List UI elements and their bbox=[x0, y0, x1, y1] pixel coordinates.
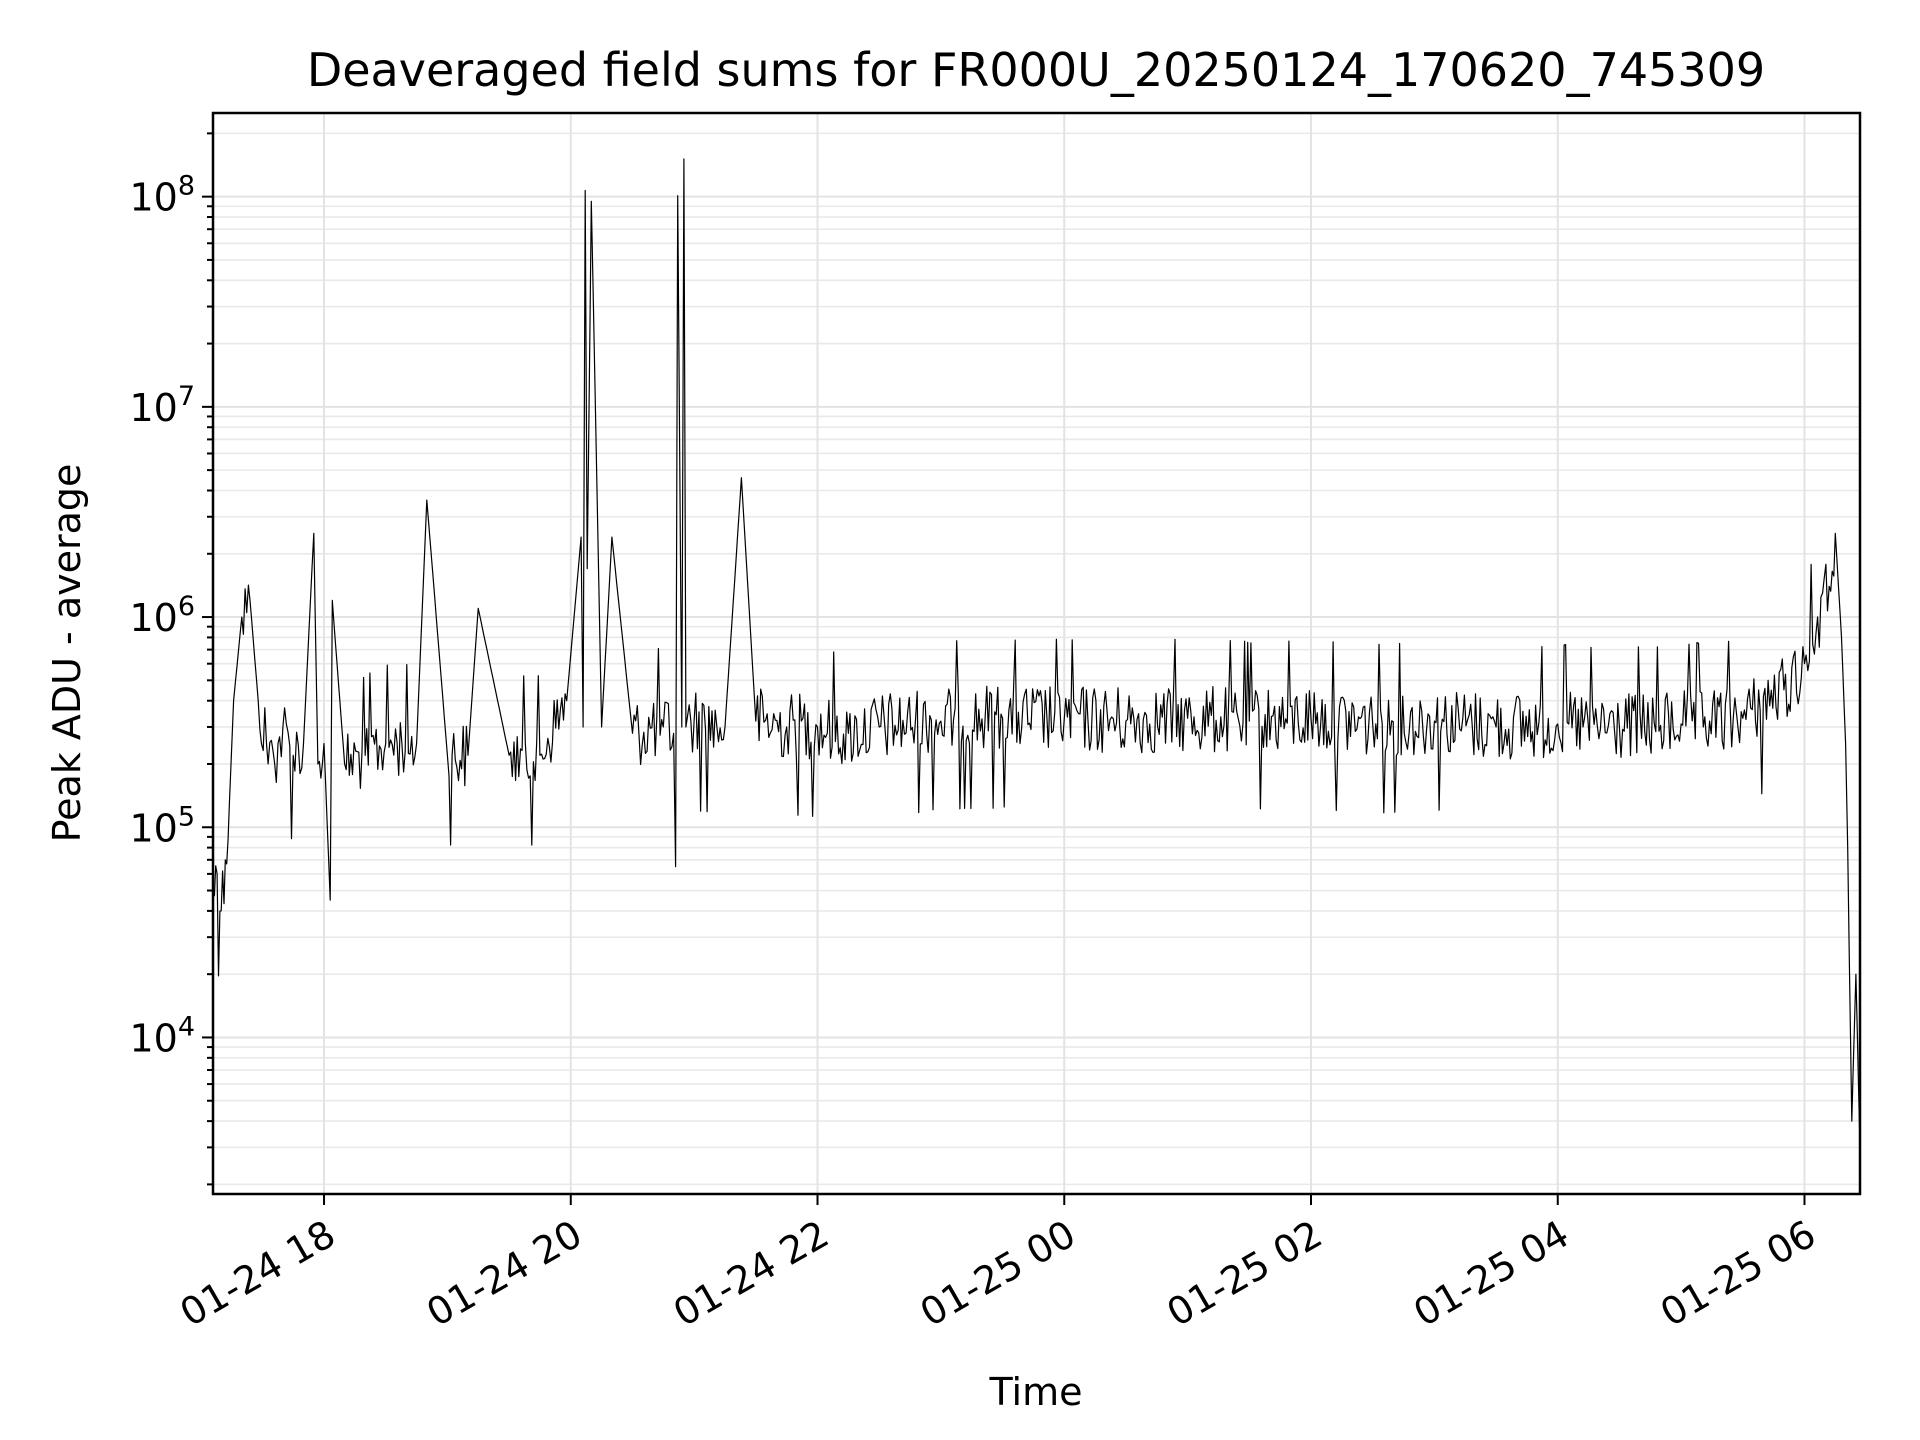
minor-gridlines bbox=[213, 132, 1860, 1186]
y-tick-label: 104 bbox=[129, 1011, 195, 1060]
y-tick-label: 107 bbox=[129, 381, 195, 430]
x-axis-label: Time bbox=[989, 1370, 1083, 1414]
y-tick-label: 106 bbox=[129, 591, 195, 640]
y-axis: 104 105 106 107 108 bbox=[129, 132, 213, 1186]
chart-title: Deaveraged field sums for FR000U_2025012… bbox=[307, 43, 1765, 97]
y-tick-label: 105 bbox=[129, 801, 195, 850]
y-tick-label: 108 bbox=[129, 171, 195, 220]
plot-frame bbox=[211, 111, 1862, 1196]
series-line bbox=[212, 158, 1861, 1148]
data-series bbox=[212, 158, 1861, 1148]
y-axis-label: Peak ADU - average bbox=[45, 464, 89, 843]
